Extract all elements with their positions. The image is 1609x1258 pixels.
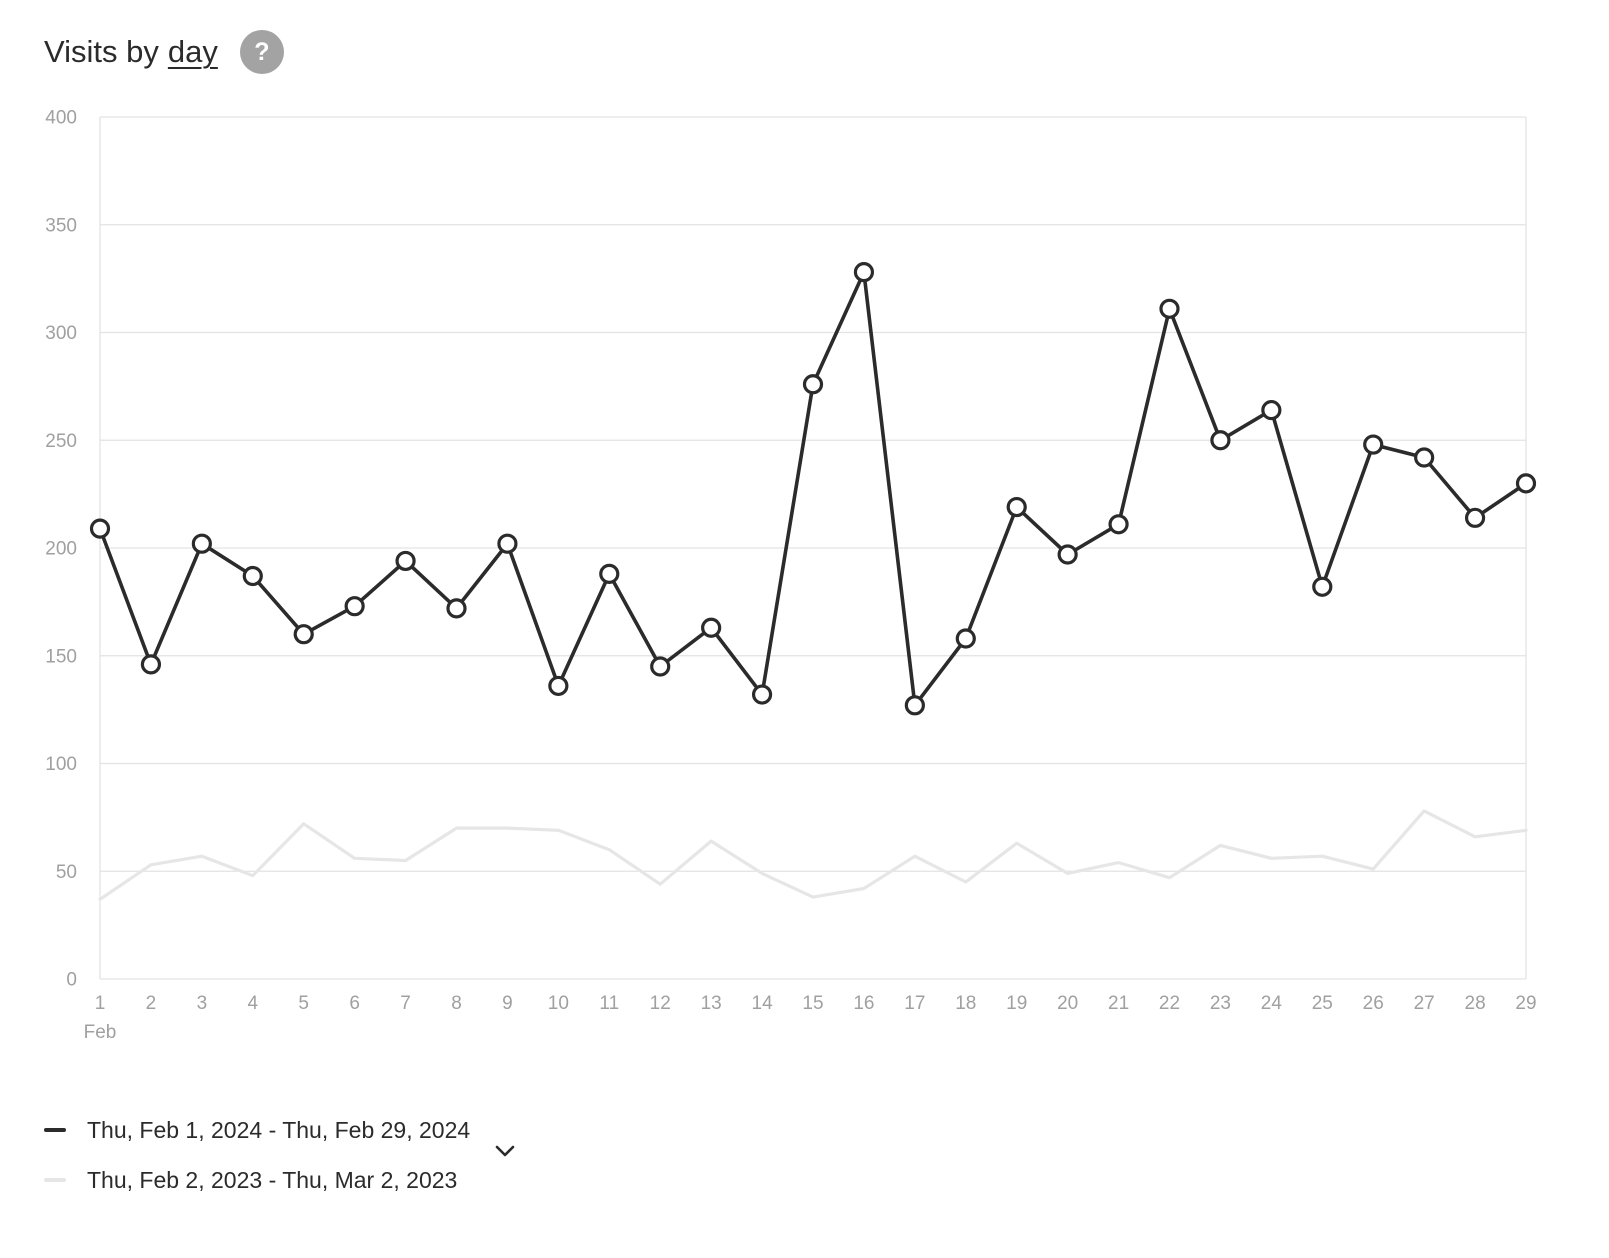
x-month-label: Feb: [84, 1022, 117, 1043]
x-tick-label: 16: [853, 993, 874, 1014]
data-point[interactable]: [191, 533, 212, 554]
legend-swatch-comparison: [44, 1178, 66, 1182]
x-tick-label: 23: [1210, 993, 1231, 1014]
grid-lines: [99, 116, 1527, 980]
legend-label-current: Thu, Feb 1, 2024 - Thu, Feb 29, 2024: [87, 1116, 471, 1143]
data-point[interactable]: [497, 533, 518, 554]
help-icon[interactable]: ?: [239, 30, 284, 74]
data-point[interactable]: [1363, 434, 1384, 455]
chart-title: Visits by day ?: [44, 30, 284, 74]
legend-item-current[interactable]: Thu, Feb 1, 2024 - Thu, Feb 29, 2024: [44, 1105, 470, 1155]
x-tick-label: 8: [451, 993, 462, 1014]
data-point[interactable]: [1261, 399, 1282, 421]
x-tick-label: 11: [599, 993, 619, 1014]
x-tick-label: 14: [752, 993, 774, 1014]
x-tick-label: 24: [1261, 993, 1283, 1014]
data-point[interactable]: [1464, 507, 1486, 528]
x-tick-label: 5: [298, 993, 309, 1014]
x-tick-label: 28: [1465, 993, 1486, 1014]
data-point[interactable]: [548, 675, 569, 697]
data-point[interactable]: [242, 565, 263, 587]
chart-title-prefix: Visits by: [44, 34, 159, 69]
x-tick-label: 9: [502, 993, 513, 1014]
legend-item-comparison[interactable]: Thu, Feb 2, 2023 - Thu, Mar 2, 2023: [44, 1155, 470, 1205]
data-point[interactable]: [1515, 473, 1537, 494]
data-point[interactable]: [701, 617, 722, 638]
data-point[interactable]: [140, 654, 162, 675]
interval-selector-link[interactable]: day: [167, 34, 218, 69]
y-tick-label: 250: [45, 431, 77, 452]
data-point[interactable]: [1057, 544, 1078, 565]
y-tick-label: 0: [66, 970, 77, 991]
x-tick-label: 10: [548, 993, 569, 1014]
data-point[interactable]: [1108, 514, 1129, 535]
series-line-comparison: [98, 809, 1528, 901]
data-point[interactable]: [293, 624, 314, 645]
data-point[interactable]: [89, 518, 111, 539]
x-tick-label: 26: [1363, 993, 1384, 1014]
y-tick-label: 100: [45, 754, 77, 775]
series-line-current: [98, 270, 1528, 708]
data-point[interactable]: [344, 596, 365, 617]
data-point[interactable]: [1159, 298, 1180, 319]
x-tick-label: 21: [1108, 993, 1129, 1014]
data-point[interactable]: [1414, 447, 1435, 468]
legend: Thu, Feb 1, 2024 - Thu, Feb 29, 2024 Thu…: [44, 1105, 470, 1205]
x-tick-label: 3: [197, 993, 208, 1014]
x-tick-label: 12: [650, 993, 671, 1014]
x-tick-label: 20: [1057, 993, 1078, 1014]
x-tick-label: 22: [1159, 993, 1180, 1014]
data-point[interactable]: [751, 684, 773, 705]
y-tick-label: 400: [45, 108, 77, 129]
y-tick-label: 350: [45, 215, 77, 236]
x-tick-label: 4: [247, 993, 258, 1014]
x-tick-label: 15: [802, 993, 823, 1014]
x-tick-label: 27: [1414, 993, 1435, 1014]
x-tick-label: 17: [904, 993, 925, 1014]
y-tick-label: 150: [45, 646, 77, 667]
x-tick-label: 29: [1515, 993, 1536, 1014]
y-tick-label: 50: [56, 862, 77, 883]
legend-label-comparison: Thu, Feb 2, 2023 - Thu, Mar 2, 2023: [87, 1166, 458, 1193]
data-point[interactable]: [1006, 496, 1027, 518]
x-tick-label: 7: [400, 993, 411, 1014]
data-point[interactable]: [904, 695, 925, 716]
data-point[interactable]: [802, 374, 824, 395]
data-point[interactable]: [1312, 576, 1333, 597]
data-point[interactable]: [446, 598, 467, 619]
y-tick-label: 300: [45, 323, 77, 344]
data-point[interactable]: [599, 563, 620, 584]
x-tick-label: 6: [349, 993, 360, 1014]
data-point[interactable]: [853, 262, 875, 283]
x-tick-label: 2: [146, 993, 157, 1014]
x-tick-label: 19: [1006, 993, 1027, 1014]
x-tick-label: 1: [95, 993, 106, 1014]
data-point[interactable]: [395, 550, 416, 572]
legend-swatch-current: [44, 1128, 66, 1132]
x-tick-label: 18: [955, 993, 976, 1014]
data-point[interactable]: [650, 656, 671, 677]
data-point[interactable]: [955, 628, 976, 649]
chevron-down-icon[interactable]: [492, 1140, 518, 1162]
series-layer: [89, 262, 1537, 901]
y-tick-label: 200: [45, 539, 77, 560]
x-tick-label: 13: [701, 993, 722, 1014]
data-point[interactable]: [1210, 430, 1231, 451]
x-tick-label: 25: [1312, 993, 1333, 1014]
